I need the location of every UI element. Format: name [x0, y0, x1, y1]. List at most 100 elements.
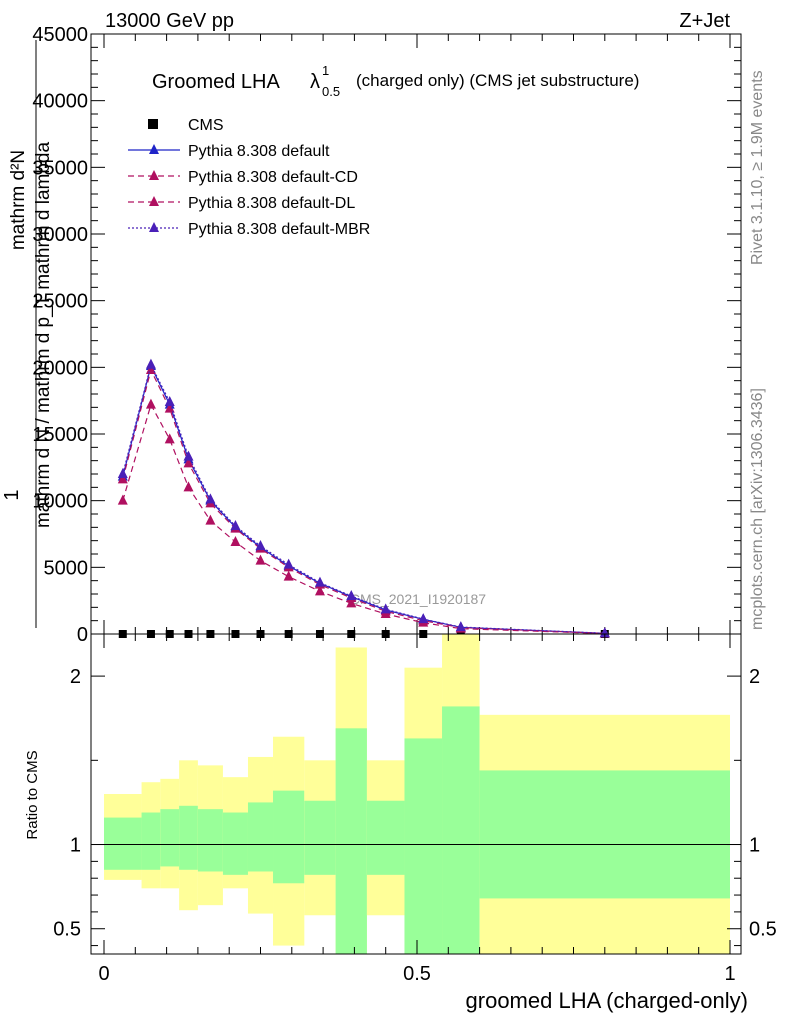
- energy-label: 13000 GeV pp: [105, 10, 234, 32]
- ylabel-numerator: mathrm d²N: [8, 150, 29, 250]
- ratio-inner-band: [335, 728, 367, 954]
- legend-marker: [149, 170, 159, 180]
- xtick-label: 0.5: [403, 963, 431, 985]
- ratio-inner-band: [247, 802, 274, 872]
- legend-item-default: Pythia 8.308 default: [128, 143, 330, 160]
- main-ytick-label: 25000: [32, 291, 88, 313]
- legend-marker: [148, 119, 158, 129]
- series-point: [283, 570, 294, 581]
- ratio-ytick-label-right: 2: [749, 666, 760, 688]
- ratio-frame: [90, 633, 742, 955]
- series-point: [255, 540, 266, 550]
- series-point: [183, 457, 194, 468]
- series-point: [455, 621, 466, 632]
- ratio-ylabel: Ratio to CMS: [24, 750, 41, 839]
- series-point: [117, 494, 128, 505]
- series-point: [164, 433, 175, 444]
- ratio-inner-band: [160, 809, 180, 867]
- title-superscript: 1: [322, 63, 329, 78]
- series-point: [314, 576, 325, 587]
- series-point: [145, 398, 156, 409]
- series-point: [346, 597, 357, 608]
- ratio-panel: 0.5 0.51 12 2 0 0.5 1 Ratio to CMS groomed LH…: [24, 633, 777, 1013]
- main-ytick-label: 5000: [44, 557, 89, 579]
- legend-label: Pythia 8.308 default-MBR: [188, 221, 370, 238]
- ratio-inner-band: [179, 805, 198, 870]
- xtick-label: 1: [724, 963, 735, 985]
- series-point: [117, 468, 128, 478]
- xtick-label: 0: [98, 963, 109, 985]
- ratio-inner-band: [222, 812, 248, 875]
- series-point: [117, 473, 128, 484]
- series-point: [145, 364, 156, 374]
- legend-item-mbr: Pythia 8.308 default-MBR: [128, 221, 370, 238]
- main-ytick-label: 35000: [32, 157, 88, 179]
- series-point: [230, 536, 241, 546]
- main-ytick-label: 30000: [32, 224, 88, 246]
- series-point: [205, 493, 216, 504]
- series-point: [418, 613, 429, 624]
- ratio-inner-band: [304, 800, 336, 875]
- series-point: [205, 514, 216, 525]
- ratio-inner-band: [141, 812, 161, 870]
- ratio-x-ticks: 0 0.5 1: [98, 634, 736, 985]
- legend-label: CMS: [188, 117, 224, 134]
- ratio-ytick-label: 1: [70, 835, 81, 857]
- mcplots-label: mcplots.cern.ch [arXiv:1306.3436]: [749, 388, 766, 630]
- series-point: [314, 585, 325, 596]
- series-point: [283, 558, 294, 569]
- main-ytick-label: 15000: [32, 424, 88, 446]
- legend-item-dl: Pythia 8.308 default-DL: [128, 195, 355, 212]
- ratio-inner-band: [197, 809, 223, 872]
- legend-marker: [149, 196, 159, 206]
- rivet-label: Rivet 3.1.10, ≥ 1.9M events: [749, 70, 766, 265]
- series-point: [599, 627, 610, 638]
- legend-label: Pythia 8.308 default-DL: [188, 195, 355, 212]
- main-ytick-label: 40000: [32, 91, 88, 113]
- series-point: [164, 396, 175, 406]
- main-y-ticks: 0 5000 10000 15000 20000 25000 30000 35000 40000…: [32, 24, 741, 646]
- ratio-inner-band: [442, 706, 480, 954]
- series-point: [380, 603, 391, 614]
- ratio-inner-band: [104, 817, 142, 870]
- series-point: [346, 590, 357, 600]
- series-line: [122, 368, 605, 634]
- main-ylabel: 1 mathrm d²N mathrm d N / mathrm d p_T m…: [1, 40, 54, 628]
- series-line: [122, 403, 605, 635]
- series-mbr: [117, 358, 610, 638]
- series-point: [255, 554, 266, 565]
- legend: CMS Pythia 8.308 default Pythia 8.308 defa…: [128, 117, 370, 238]
- ratio-inner-band: [273, 790, 305, 884]
- series-line: [122, 362, 605, 634]
- ratio-ytick-label-right: 0.5: [749, 919, 777, 941]
- ratio-ytick-label: 2: [70, 666, 81, 688]
- main-panel: 0 5000 10000 15000 20000 25000 30000 35000 40000…: [1, 24, 742, 646]
- ratio-ytick-label-right: 1: [749, 835, 760, 857]
- legend-marker: [149, 222, 159, 232]
- ylabel-denominator: mathrm d N / mathrm d p_T mathrm d lambd…: [33, 142, 54, 529]
- process-label: Z+Jet: [679, 10, 730, 32]
- series-point: [183, 481, 194, 492]
- title-main: Groomed LHA: [152, 71, 280, 93]
- ratio-ytick-label: 0.5: [53, 919, 81, 941]
- series-point: [145, 358, 156, 369]
- legend-label: Pythia 8.308 default-CD: [188, 169, 358, 186]
- ylabel-prefix: 1: [1, 489, 23, 500]
- series-point: [230, 520, 241, 530]
- legend-item-cms: CMS: [148, 117, 224, 134]
- title-rest: (charged only) (CMS jet substructure): [356, 71, 639, 90]
- analysis-watermark: CMS_2021_I1920187: [350, 591, 486, 607]
- main-ytick-label: 0: [77, 624, 88, 646]
- ratio-inner-band: [479, 770, 730, 899]
- xlabel: groomed LHA (charged-only): [466, 988, 748, 1013]
- ratio-bands: [104, 634, 730, 954]
- ratio-inner-band: [366, 800, 405, 875]
- ratio-y-ticks: 0.5 0.5 1 1 2 2: [53, 666, 777, 947]
- title-lambda: λ: [310, 71, 320, 93]
- title-subscript: 0.5: [322, 84, 340, 99]
- legend-item-cd: Pythia 8.308 default-CD: [128, 169, 358, 186]
- main-ytick-label: 45000: [32, 24, 88, 46]
- ratio-inner-band: [404, 738, 443, 954]
- plot-title: Groomed LHA λ 1 0.5 (charged only) (CMS …: [152, 63, 639, 99]
